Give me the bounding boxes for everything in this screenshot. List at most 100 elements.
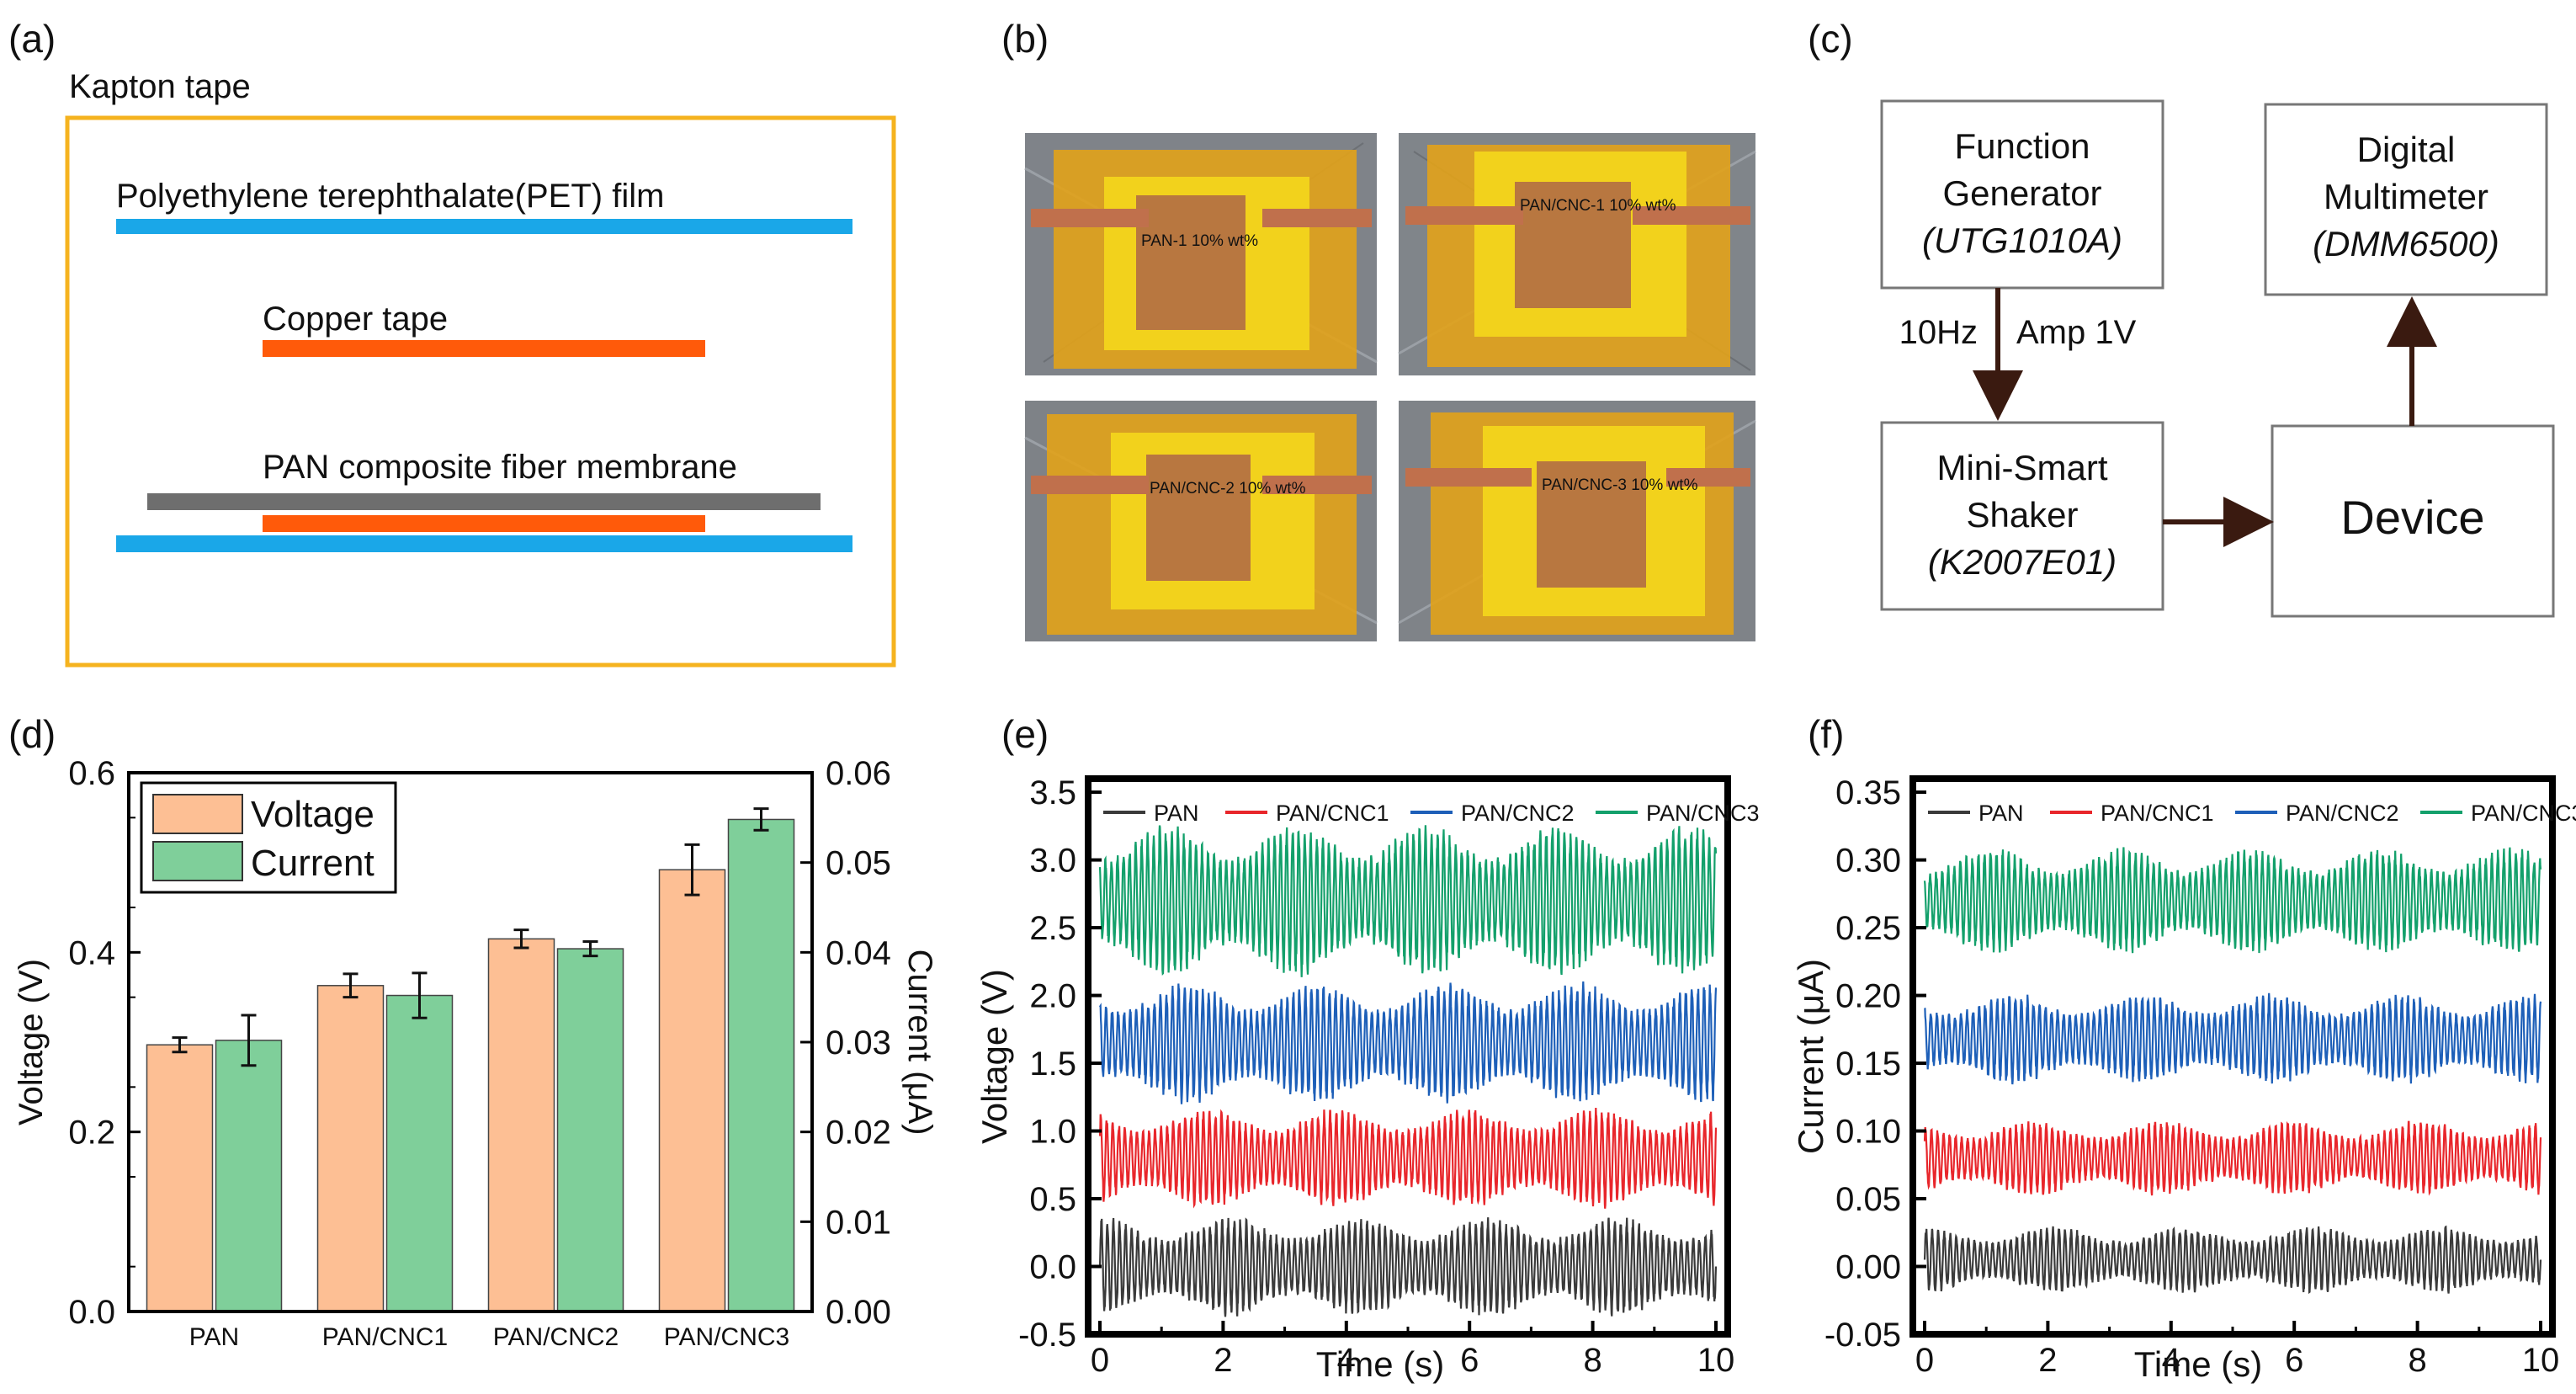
chart-e: 0 2 4 6 8 10-0.50.00.51.01.52.02.53.03.5 PAN P… [975,774,1760,1384]
x-tick-label: 10 [2522,1342,2560,1379]
chart-d-legend-voltage: Voltage [251,794,374,835]
legend-label-pan: PAN [1978,801,2024,826]
errorbar-voltage-pan-cnc1 [343,972,359,999]
chart-f: 0 2 4 6 8 10 -0.05 0.00 0.05 0.10 0.15 0.20 0.25 0.30… [1791,774,2576,1384]
y-tick-label: 0.25 [1835,910,1901,947]
chart-d-ylabel: Voltage (V) [13,959,50,1125]
function-generator-name1: Function [1954,126,2090,166]
chart-e-ticks: 0 2 4 6 8 10 -0.5 0.0 0.5 1.0 1.5 2.0 2.5 3.0 3.5 [1018,774,1734,1379]
panel-label-c: (c) [1808,17,1853,61]
pet-film-label: Polyethylene terephthalate(PET) film [116,178,664,215]
chart-e-ylabel: Voltage (V) [975,969,1014,1144]
y-tick-label: 0.30 [1835,843,1901,880]
errorbar-current-pan [241,1014,257,1067]
chart-d-bars [146,807,795,1312]
x-tick-label: 0 [1915,1342,1934,1379]
chart-d-y2label: Current (μA) [901,950,938,1136]
y-tick-label: 3.5 [1029,774,1076,811]
pet-film-top [116,219,852,234]
device-label: Device [2340,491,2484,544]
y2-tick-label: 0.01 [826,1204,891,1241]
y2-tick-label: 0.05 [826,845,891,882]
x-tick-label: 8 [1583,1342,1601,1379]
series-pan-cnc1 [1923,1120,2542,1196]
y-tick-label: 0.0 [1029,1249,1076,1286]
chart-e-legend: PAN PAN/CNC1 PAN/CNC2 PAN/CNC3 [1103,801,1760,826]
chart-d-legend-current: Current [251,843,374,884]
photo-pan-cnc1: PAN/CNC-1 10% wt% [1398,133,1756,375]
x-tick-label: 6 [1460,1342,1479,1379]
chart-d: PAN PAN/CNC1 PAN/CNC2 PAN/CNC3 0.0 0.2 0.4 0.6 0… [13,755,938,1351]
y-tick-label: 0.20 [1835,978,1901,1015]
errorbar-current-pan-cnc1 [412,971,428,1019]
y-tick-label: 2.5 [1029,910,1076,947]
bar-voltage-pan-cnc2 [487,938,555,1312]
x-tick-label: 0 [1091,1342,1109,1379]
series-pan [1923,1225,2542,1295]
bar-current-pan [215,1040,283,1312]
copper-tape-label: Copper tape [263,301,448,338]
y2-tick-label: 0.06 [826,755,891,792]
x-tick-label: 4 [2162,1342,2180,1379]
bar-current-pan-cnc3 [727,818,795,1312]
series-pan-cnc3 [1923,847,2542,954]
panel-label-b: (b) [1001,17,1049,61]
x-tick-label-pan-cnc1: PAN/CNC1 [322,1323,448,1351]
bar-current-pan-cnc2 [556,948,624,1312]
multimeter-model: (DMM6500) [2313,224,2499,263]
panel-label-e: (e) [1001,712,1049,756]
y-tick-label: 0.6 [68,755,115,792]
y-tick-label: 1.0 [1029,1114,1076,1151]
chart-f-ylabel: Current (μA) [1791,959,1830,1154]
copper-tape-bottom [263,515,705,532]
chart-e-series [1098,825,1718,1317]
y2-tick-label: 0.03 [826,1024,891,1061]
chart-d-legend-swatch-current [152,841,243,881]
copper-tape-top [263,340,705,357]
x-tick-label-pan: PAN [189,1323,239,1351]
errorbar-voltage-pan-cnc3 [684,843,700,897]
function-generator-model: (UTG1010A) [1922,221,2122,260]
chart-f-xlabel: Time (s) [2134,1344,2262,1384]
x-tick-label: 8 [2408,1342,2426,1379]
errorbar-current-pan-cnc3 [753,807,769,832]
y-tick-label: 3.0 [1029,843,1076,880]
series-pan-cnc3 [1098,825,1718,977]
y-tick-label: 0.2 [68,1115,115,1152]
panel-label-f: (f) [1808,712,1844,756]
y-tick-label: 0.5 [1029,1181,1076,1218]
y2-tick-label: 0.04 [826,934,891,971]
photo-pan-cnc3: PAN/CNC-3 10% wt% [1398,401,1756,641]
svg-text:PAN-1 10% wt%: PAN-1 10% wt% [1141,232,1258,250]
chart-e-xlabel: Time (s) [1316,1344,1444,1384]
bar-voltage-pan-cnc1 [316,985,385,1312]
frequency-label: 10Hz [1899,314,1978,351]
svg-text:PAN/CNC-2 10% wt%: PAN/CNC-2 10% wt% [1150,480,1306,497]
panel-label-d: (d) [8,712,56,756]
legend-label-pan-cnc1: PAN/CNC1 [2101,801,2214,826]
multimeter-name1: Digital [2357,130,2456,169]
bar-voltage-pan [146,1044,214,1312]
bar-voltage-pan-cnc3 [658,869,726,1312]
x-tick-label-pan-cnc3: PAN/CNC3 [664,1323,789,1351]
chart-d-ticks: PAN PAN/CNC1 PAN/CNC2 PAN/CNC3 0.0 0.2 0.4 0.6 0… [68,755,890,1351]
amplitude-label: Amp 1V [2016,314,2137,351]
y-tick-label: 0.0 [68,1294,115,1331]
x-tick-label: 10 [1697,1342,1735,1379]
y-tick-label: -0.05 [1824,1317,1901,1354]
series-pan-cnc2 [1098,981,1718,1104]
shaker-name2: Shaker [1966,495,2078,535]
kapton-tape-label: Kapton tape [69,68,251,105]
series-pan [1098,1217,1718,1317]
photo-pan-cnc2: PAN/CNC-2 10% wt% [1024,401,1378,641]
panel-c-block-diagram: Function Generator (UTG1010A) Digital Mu… [1880,99,2555,618]
membrane-label: PAN composite fiber membrane [263,449,737,486]
y-tick-label: 0.00 [1835,1249,1901,1286]
bar-current-pan-cnc1 [385,994,454,1312]
legend-label-pan: PAN [1154,801,1199,826]
y-tick-label: 0.05 [1835,1181,1901,1218]
legend-label-pan-cnc1: PAN/CNC1 [1276,801,1389,826]
errorbar-voltage-pan-cnc2 [513,928,529,950]
y-tick-label: 0.35 [1835,774,1901,811]
